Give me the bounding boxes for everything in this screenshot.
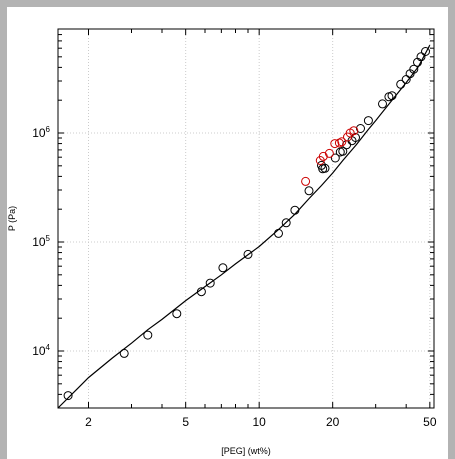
red-data-point — [334, 138, 344, 148]
red-data-point — [349, 126, 359, 136]
red-data-point — [318, 151, 328, 161]
black-data-point — [281, 218, 291, 228]
figure-page: 2 5 10 20 50 104 105 106 [PEG] (wt%) P (Pa) — [7, 7, 448, 459]
black-data-point — [304, 186, 314, 196]
grid-lines — [58, 29, 434, 408]
data-points — [63, 47, 430, 401]
scatter-chart: 2 5 10 20 50 104 105 106 [PEG] (wt%) P (Pa) — [7, 28, 437, 456]
black-data-point — [290, 205, 300, 215]
x-tick-label: 20 — [326, 415, 340, 429]
black-data-point — [172, 309, 182, 319]
black-data-point — [363, 116, 373, 126]
y-tick-label: 105 — [32, 234, 50, 249]
x-tick-label: 10 — [252, 415, 266, 429]
x-tick-label: 2 — [85, 415, 92, 429]
red-data-point — [301, 176, 311, 186]
black-data-point — [205, 278, 215, 288]
red-data-point — [330, 139, 340, 149]
black-data-point — [196, 287, 206, 297]
black-data-point — [387, 91, 397, 101]
black-data-point — [63, 391, 73, 401]
black-data-point — [143, 330, 153, 340]
black-data-point — [378, 99, 387, 109]
plot-area-border — [57, 28, 435, 409]
black-data-point — [119, 348, 129, 358]
fit-curve-line — [57, 44, 431, 409]
black-data-point — [356, 124, 365, 133]
y-axis-label: P (Pa) — [7, 206, 17, 231]
black-data-point — [416, 52, 426, 62]
y-tick-label: 104 — [32, 343, 50, 358]
red-data-point — [337, 137, 347, 147]
x-axis-label: [PEG] (wt%) — [221, 446, 271, 456]
black-data-point — [243, 249, 253, 259]
y-tick-label: 106 — [32, 125, 50, 140]
x-tick-label: 50 — [423, 415, 437, 429]
axis-ticks — [58, 28, 434, 409]
black-data-point — [317, 160, 326, 170]
red-data-point — [324, 148, 334, 158]
x-tick-label: 5 — [182, 415, 189, 429]
tick-labels: 2 5 10 20 50 104 105 106 — [32, 125, 437, 429]
black-data-point — [330, 153, 340, 163]
black-data-point — [218, 263, 228, 273]
black-data-point — [274, 228, 283, 238]
black-data-point — [396, 79, 406, 89]
black-data-point — [421, 47, 430, 56]
black-data-point — [409, 64, 419, 74]
black-data-point — [338, 146, 348, 156]
